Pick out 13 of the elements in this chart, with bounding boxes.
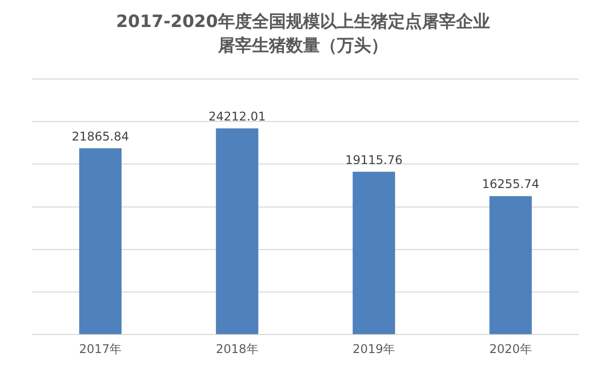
chart-title: 2017-2020年度全国规模以上生猪定点屠宰企业屠宰生猪数量（万头） [115, 11, 491, 58]
data-label: 21865.84 [72, 129, 130, 144]
x-tick-label: 2018年 [216, 342, 258, 356]
data-label: 19115.76 [345, 152, 403, 167]
bar [352, 172, 396, 334]
data-label: 24212.01 [208, 109, 266, 124]
bar [216, 128, 258, 334]
bar [79, 148, 122, 334]
bar [489, 196, 532, 334]
x-tick-label: 2020年 [489, 342, 532, 356]
x-tick-label: 2017年 [79, 342, 122, 356]
data-label: 16255.74 [482, 177, 540, 192]
x-tick-label: 2019年 [352, 342, 396, 356]
